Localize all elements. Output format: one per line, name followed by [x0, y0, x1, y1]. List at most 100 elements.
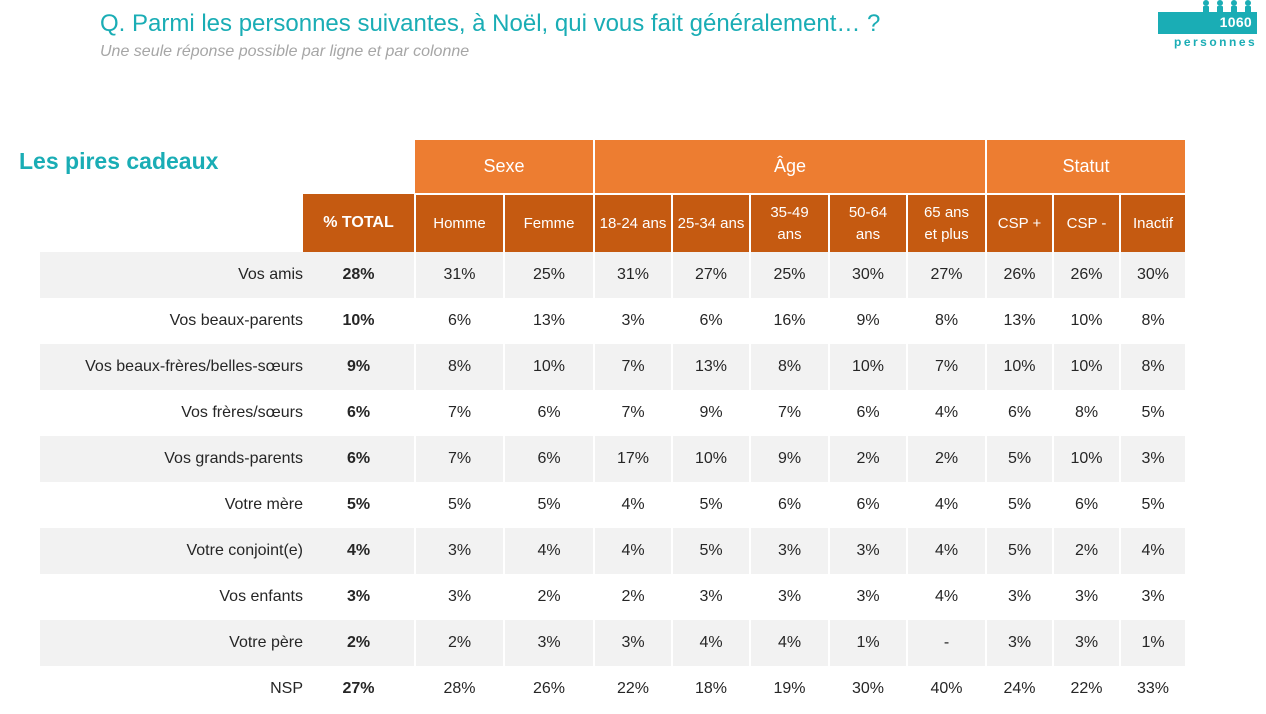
table-row: NSP 27% 28% 26% 22% 18% 19% 30% 40% 24% 22% 33%: [40, 666, 1187, 712]
column-header-18-24: 18-24 ans: [594, 194, 673, 252]
value-cell: 8%: [415, 344, 505, 390]
total-cell: 9%: [303, 344, 416, 390]
value-cell: 7%: [907, 344, 987, 390]
value-cell: 4%: [1120, 528, 1187, 574]
value-cell: 8%: [907, 298, 987, 344]
row-label: Vos beaux-frères/belles-sœurs: [40, 344, 303, 390]
value-cell: 1%: [829, 620, 908, 666]
value-cell: 26%: [986, 252, 1054, 298]
row-label: Vos grands-parents: [40, 436, 303, 482]
value-cell: 25%: [750, 252, 830, 298]
table-row: Vos beaux-frères/belles-sœurs 9% 8% 10% 7% 13…: [40, 344, 1187, 390]
value-cell: 10%: [672, 436, 751, 482]
table-body: Vos amis 28% 31% 25% 31% 27% 25% 30% 27% 26% 26% 30…: [40, 252, 1187, 712]
value-cell: 8%: [1120, 344, 1187, 390]
column-header-csp-plus: CSP +: [986, 194, 1054, 252]
value-cell: 3%: [1053, 620, 1121, 666]
table-row: Vos beaux-parents 10% 6% 13% 3% 6% 16% 9% 8% 13% 1…: [40, 298, 1187, 344]
value-cell: 3%: [986, 620, 1054, 666]
sample-label: personnes: [1174, 35, 1258, 49]
value-cell: 3%: [1120, 436, 1187, 482]
value-cell: 7%: [750, 390, 830, 436]
value-cell: 2%: [907, 436, 987, 482]
value-cell: 26%: [504, 666, 595, 712]
value-cell: 6%: [672, 298, 751, 344]
value-cell: 22%: [594, 666, 673, 712]
value-cell: 8%: [1053, 390, 1121, 436]
value-cell: 3%: [986, 574, 1054, 620]
column-header-25-34: 25-34 ans: [672, 194, 751, 252]
value-cell: 3%: [829, 574, 908, 620]
row-label: Votre mère: [224, 496, 303, 513]
value-cell: 4%: [672, 620, 751, 666]
value-cell: 13%: [986, 298, 1054, 344]
value-cell: -: [907, 620, 987, 666]
value-cell: 6%: [829, 390, 908, 436]
value-cell: 5%: [1120, 390, 1187, 436]
total-cell: 2%: [303, 620, 416, 666]
value-cell: 8%: [1120, 298, 1187, 344]
value-cell: 30%: [829, 252, 908, 298]
value-cell: 5%: [986, 528, 1054, 574]
row-label: Vos amis: [40, 252, 303, 298]
value-cell: 30%: [829, 666, 908, 712]
table-row: Votre père 2% 2% 3% 3% 4% 4% 1% -3% 3% 1%: [40, 620, 1187, 666]
value-cell: 6%: [504, 390, 595, 436]
value-cell: 9%: [750, 436, 830, 482]
value-cell: 26%: [1053, 252, 1121, 298]
value-cell: 10%: [829, 344, 908, 390]
total-cell: 4%: [303, 528, 416, 574]
value-cell: 5%: [672, 528, 751, 574]
value-cell: 7%: [594, 390, 673, 436]
value-cell: 40%: [907, 666, 987, 712]
value-cell: 8%: [750, 344, 830, 390]
value-cell: 6%: [829, 482, 908, 528]
page-subtitle: Une seule réponse possible par ligne et …: [100, 43, 470, 60]
value-cell: 5%: [986, 482, 1054, 528]
total-cell: 6%: [303, 390, 416, 436]
value-cell: 3%: [829, 528, 908, 574]
value-cell: 2%: [415, 620, 505, 666]
value-cell: 6%: [986, 390, 1054, 436]
value-cell: 27%: [672, 252, 751, 298]
value-cell: 24%: [986, 666, 1054, 712]
value-cell: 25%: [504, 252, 595, 298]
value-cell: 1%: [1120, 620, 1187, 666]
value-cell: 4%: [907, 574, 987, 620]
value-cell: 4%: [504, 528, 595, 574]
column-header-35-49: 35-49 ans: [750, 194, 830, 252]
value-cell: 3%: [504, 620, 595, 666]
value-cell: 4%: [907, 390, 987, 436]
value-cell: 6%: [1053, 482, 1121, 528]
group-header-age: Âge: [594, 140, 987, 195]
row-label: Vos beaux-parents: [169, 312, 303, 329]
value-cell: 7%: [594, 344, 673, 390]
value-cell: 27%: [907, 252, 987, 298]
total-cell: 27%: [303, 666, 416, 712]
table-row: Votre conjoint(e) 4% 3% 4% 4% 5% 3% 3% 4% 5% 2% 4%: [40, 528, 1187, 574]
value-cell: 31%: [594, 252, 673, 298]
row-label: Vos frères/sœurs: [181, 404, 303, 421]
row-label: Votre père: [40, 620, 303, 666]
value-cell: 10%: [986, 344, 1054, 390]
column-header-50-64: 50-64 ans: [829, 194, 908, 252]
section-title: Les pires cadeaux: [19, 148, 219, 174]
value-cell: 2%: [504, 574, 595, 620]
value-cell: 5%: [986, 436, 1054, 482]
value-cell: 6%: [750, 482, 830, 528]
value-cell: 3%: [415, 574, 505, 620]
column-header-csp-minus: CSP -: [1053, 194, 1121, 252]
value-cell: 7%: [415, 390, 505, 436]
column-header-row: % TOTAL Homme Femme 18-24 ans 25-34 ans …: [40, 194, 1187, 252]
value-cell: 2%: [594, 574, 673, 620]
value-cell: 3%: [750, 574, 830, 620]
value-cell: 7%: [415, 436, 505, 482]
group-header-statut: Statut: [986, 140, 1187, 195]
total-cell: 3%: [303, 574, 416, 620]
column-header-inactif: Inactif: [1120, 194, 1187, 252]
total-cell: 10%: [303, 298, 416, 344]
value-cell: 5%: [504, 482, 595, 528]
value-cell: 9%: [829, 298, 908, 344]
sample-size-badge: 1060 personnes: [1158, 0, 1258, 50]
row-label: Votre conjoint(e): [40, 528, 303, 574]
